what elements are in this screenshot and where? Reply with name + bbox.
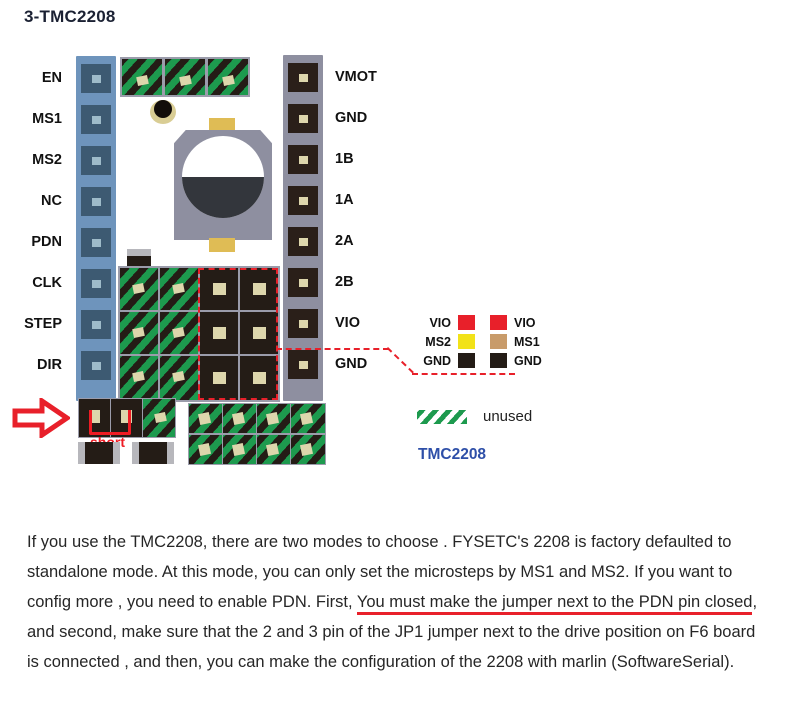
pad-cell: [200, 356, 238, 400]
pin-label-left-2: MS2: [32, 152, 62, 168]
legend-left-label: VIO: [429, 315, 451, 330]
page-title: 3-TMC2208: [24, 7, 116, 26]
unused-cell: [291, 435, 325, 464]
pin-label-left-5: CLK: [32, 275, 62, 291]
left-pad-1: [81, 105, 111, 134]
pin-label-left-6: STEP: [24, 316, 62, 332]
smd-cap-center-1: [85, 442, 113, 464]
right-pad-7: [288, 350, 318, 379]
pin-label-left-7: DIR: [37, 357, 62, 373]
unused-cell: [189, 435, 222, 464]
pdn-jumper-highlight-box: [198, 268, 278, 400]
legend: VIO VIO MS2 MS1 GND GND unused TMC2208: [417, 313, 617, 463]
leader-line-horizontal-1: [276, 348, 389, 350]
unused-cell: [223, 435, 256, 464]
smd-cap-center-2: [139, 442, 167, 464]
unused-cell: [120, 356, 158, 400]
legend-unused-entry: unused: [417, 408, 532, 425]
right-pad-4: [288, 227, 318, 256]
unused-cell: [160, 268, 198, 310]
left-pad-7: [81, 351, 111, 380]
pdn-jumper-pads: [78, 398, 176, 438]
pin-label-right-0: VMOT: [335, 69, 377, 85]
pad-cell: [200, 312, 238, 354]
unused-cell: [160, 356, 198, 400]
unused-cell: [120, 312, 158, 354]
legend-right-label: VIO: [514, 315, 536, 330]
left-pad-6: [81, 310, 111, 339]
left-pad-0: [81, 64, 111, 93]
legend-swatch-right: [490, 353, 507, 368]
legend-right-label: GND: [514, 353, 542, 368]
left-pad-3: [81, 187, 111, 216]
legend-swatch-left: [458, 315, 475, 330]
description-part-1: If you use the TMC2208, there are two mo…: [27, 533, 733, 611]
unused-cell: [160, 312, 198, 354]
unused-cell: [257, 404, 290, 433]
pad-cell: [200, 268, 238, 310]
unused-cell: [291, 404, 325, 433]
pin-label-left-4: PDN: [31, 234, 62, 250]
red-right-arrow-icon: [12, 398, 70, 438]
left-pad-4: [81, 228, 111, 257]
jumper-pad-left: [79, 399, 110, 437]
hatch-swatch-icon: [417, 409, 467, 424]
legend-row: GND GND: [417, 351, 617, 370]
legend-left-label: GND: [423, 353, 451, 368]
left-pad-2: [81, 146, 111, 175]
legend-swatch-right: [490, 334, 507, 349]
unused-cell: [223, 404, 256, 433]
unused-cell: [208, 59, 248, 95]
pin-label-right-3: 1A: [335, 192, 354, 208]
tmc2208-board-diagram: EN MS1 MS2 NC PDN CLK STEP DIR: [0, 38, 792, 498]
unused-cell: [143, 399, 175, 437]
legend-swatch-left: [458, 353, 475, 368]
legend-chip-label: TMC2208: [418, 446, 487, 463]
leader-line-horizontal-2: [412, 373, 515, 375]
via-hole: [154, 100, 172, 118]
unused-cell: [120, 268, 158, 310]
trimpot-bottom-tab: [209, 238, 235, 252]
short-jumper-wire: [89, 410, 131, 435]
legend-row: VIO VIO: [417, 313, 617, 332]
legend-row: MS2 MS1: [417, 332, 617, 351]
unused-cell: [165, 59, 205, 95]
pin-label-right-6: VIO: [335, 315, 360, 331]
legend-right-label: MS1: [514, 334, 540, 349]
pad-cell: [240, 312, 278, 354]
right-pad-6: [288, 309, 318, 338]
description-part-2: , and second, make sure that the 2 and 3…: [27, 593, 758, 671]
unused-cell: [122, 59, 162, 95]
pin-label-right-1: GND: [335, 110, 368, 126]
description-highlight: You must make the jumper next to the PDN…: [356, 593, 753, 615]
pin-label-right-4: 2A: [335, 233, 354, 249]
legend-swatch-right: [490, 315, 507, 330]
legend-unused-label: unused: [483, 408, 533, 425]
unused-cell: [257, 435, 290, 464]
pin-label-left-0: EN: [41, 70, 62, 86]
right-pad-5: [288, 268, 318, 297]
right-pad-2: [288, 145, 318, 174]
description-paragraph: If you use the TMC2208, there are two mo…: [27, 527, 767, 677]
right-pad-0: [288, 63, 318, 92]
pad-cell: [240, 356, 278, 400]
legend-swatch-left: [458, 334, 475, 349]
right-pad-1: [288, 104, 318, 133]
jumper-pad-right: [111, 399, 142, 437]
pad-cell: [240, 268, 278, 310]
unused-cell: [189, 404, 222, 433]
leader-line-diagonal: [386, 347, 414, 374]
pin-label-right-7: GND: [335, 356, 368, 372]
pin-label-right-2: 1B: [335, 151, 354, 167]
top-unused-pad-strip: [120, 57, 250, 97]
pin-label-left-3: NC: [41, 193, 62, 209]
trimpot-top-tab: [209, 118, 235, 132]
pin-label-right-5: 2B: [335, 274, 354, 290]
bottom-unused-pad-grid: [188, 403, 326, 465]
right-pad-3: [288, 186, 318, 215]
left-pad-5: [81, 269, 111, 298]
pin-label-left-1: MS1: [32, 111, 62, 127]
legend-left-label: MS2: [425, 334, 451, 349]
